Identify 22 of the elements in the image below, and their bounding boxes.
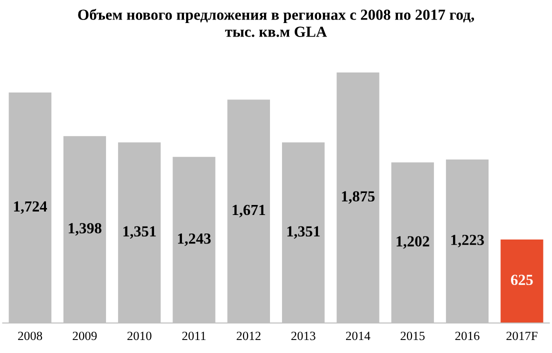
- x-tick-label: 2016: [455, 332, 480, 340]
- x-tick-label: 2010: [127, 332, 152, 340]
- data-label: 1,243: [178, 233, 211, 246]
- x-tick-label: 2009: [72, 332, 97, 340]
- data-label: 1,875: [342, 191, 375, 204]
- x-tick-label: 2011: [182, 332, 206, 340]
- x-tick-label: 2015: [400, 332, 425, 340]
- x-tick-label: 2012: [236, 332, 260, 340]
- chart-title: Объем нового предложения в регионах с 2008 по 2017 год, тыс. кв.м GLA: [78, 8, 474, 38]
- x-tick-label: 2008: [18, 332, 42, 340]
- data-label: 1,223: [451, 234, 484, 248]
- data-label: 1,398: [68, 223, 102, 236]
- data-label: 1,202: [396, 236, 430, 249]
- x-tick-label: 2013: [291, 332, 316, 340]
- data-label: 1,351: [287, 226, 320, 239]
- data-label: 1,671: [232, 204, 266, 218]
- data-label: 625: [510, 274, 533, 286]
- bar: [500, 239, 544, 323]
- x-tick-label: 2014: [346, 332, 370, 340]
- x-tick-label: 2017F: [506, 332, 538, 340]
- data-label: 1,724: [14, 201, 47, 214]
- data-label: 1,351: [123, 226, 156, 239]
